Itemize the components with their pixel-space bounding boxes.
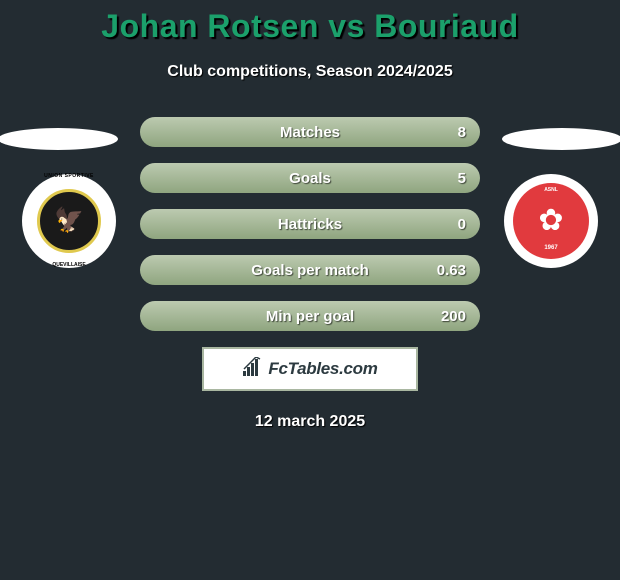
stat-row-hattricks: Hattricks 0	[140, 209, 480, 239]
stat-row-gpm: Goals per match 0.63	[140, 255, 480, 285]
ellipse-left	[0, 128, 118, 150]
stat-label: Matches	[280, 124, 340, 141]
stat-label: Min per goal	[266, 308, 354, 325]
badge-right-year: 1967	[544, 245, 557, 251]
subtitle: Club competitions, Season 2024/2025	[0, 63, 620, 81]
badge-right-top-text: ASNL	[544, 187, 558, 193]
stat-right-value: 5	[436, 170, 466, 187]
eagle-icon: 🦅	[54, 209, 84, 233]
stat-right-value: 0.63	[436, 262, 466, 279]
thistle-icon: ✿	[538, 206, 563, 236]
badge-left-bottom-text: QUEVILLAISE	[52, 262, 85, 268]
chart-icon	[242, 357, 264, 382]
badge-right-inner: ASNL ✿ 1967	[513, 183, 589, 259]
date-text: 12 march 2025	[0, 413, 620, 431]
stat-label: Goals per match	[251, 262, 369, 279]
badge-left-inner: 🦅	[37, 189, 101, 253]
club-badge-right: ASNL ✿ 1967	[504, 174, 598, 268]
stat-right-value: 0	[436, 216, 466, 233]
stat-label: Hattricks	[278, 216, 342, 233]
stat-right-value: 8	[436, 124, 466, 141]
stat-row-mpg: Min per goal 200	[140, 301, 480, 331]
stat-label: Goals	[289, 170, 331, 187]
stat-row-goals: Goals 5	[140, 163, 480, 193]
stat-row-matches: Matches 8	[140, 117, 480, 147]
club-badge-left: UNION SPORTIVE 🦅 QUEVILLAISE	[22, 174, 116, 268]
brand-box: FcTables.com	[202, 347, 418, 391]
badge-left-top-text: UNION SPORTIVE	[44, 173, 94, 179]
stat-right-value: 200	[436, 308, 466, 325]
ellipse-right	[502, 128, 620, 150]
page-title: Johan Rotsen vs Bouriaud	[0, 0, 620, 45]
stats-container: Matches 8 Goals 5 Hattricks 0 Goals per …	[140, 117, 480, 331]
brand-text: FcTables.com	[268, 359, 377, 379]
